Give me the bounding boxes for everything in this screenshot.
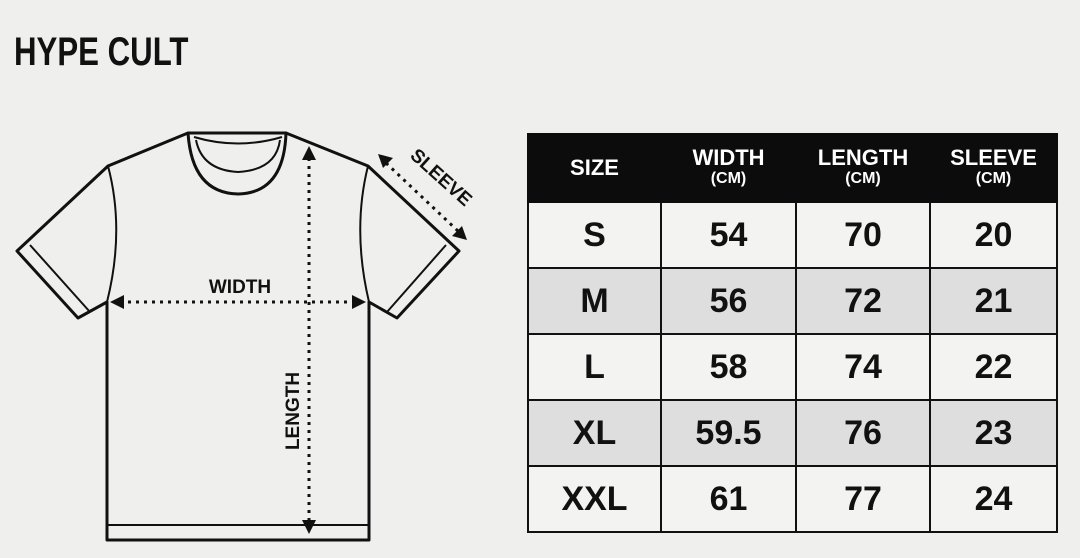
size-chart-table: SIZE WIDTH (CM) LENGTH (CM) SLEEVE (CM) S 54…: [527, 133, 1058, 533]
length-label: LENGTH: [283, 372, 304, 450]
table-row: M 56 72 21: [527, 267, 1058, 335]
length-cell: 77: [795, 465, 931, 533]
header-size: SIZE: [527, 133, 662, 203]
collar-rib: [193, 136, 283, 145]
sleeve-label: SLEEVE: [406, 145, 476, 211]
sleeve-cell: 24: [929, 465, 1058, 533]
left-armhole: [106, 165, 118, 303]
header-unit: (CM): [975, 170, 1012, 187]
tshirt-diagram: WIDTH LENGTH SLEEVE: [15, 131, 476, 542]
sleeve-cell: 21: [929, 267, 1058, 335]
length-cell: 74: [795, 333, 931, 401]
header-label: SLEEVE: [950, 145, 1037, 170]
header-unit: (CM): [710, 170, 747, 187]
header-length: LENGTH (CM): [795, 133, 931, 203]
arrow-left-icon: [110, 295, 124, 309]
header-label: SIZE: [570, 155, 619, 180]
right-armhole: [359, 165, 370, 303]
size-cell: S: [527, 201, 662, 269]
header-sleeve: SLEEVE (CM): [929, 133, 1058, 203]
width-cell: 61: [660, 465, 797, 533]
size-cell: XL: [527, 399, 662, 467]
size-cell: L: [527, 333, 662, 401]
left-cuff: [29, 244, 91, 313]
width-cell: 54: [660, 201, 797, 269]
table-row: S 54 70 20: [527, 201, 1058, 269]
table-row: XL 59.5 76 23: [527, 399, 1058, 467]
sleeve-cell: 22: [929, 333, 1058, 401]
width-cell: 58: [660, 333, 797, 401]
width-cell: 59.5: [660, 399, 797, 467]
collar: [186, 131, 288, 196]
header-label: LENGTH: [817, 145, 909, 170]
size-cell: M: [527, 267, 662, 335]
arrow-down-icon: [302, 520, 316, 534]
table-header-row: SIZE WIDTH (CM) LENGTH (CM) SLEEVE (CM): [527, 133, 1058, 203]
table-row: XXL 61 77 24: [527, 465, 1058, 533]
header-label: WIDTH: [692, 145, 765, 170]
width-cell: 56: [660, 267, 797, 335]
arrow-down-right-icon: [452, 226, 467, 240]
header-width: WIDTH (CM): [660, 133, 797, 203]
sleeve-measure-line: [384, 161, 461, 234]
header-unit: (CM): [845, 170, 881, 187]
length-cell: 72: [795, 267, 931, 335]
table-row: L 58 74 22: [527, 333, 1058, 401]
length-cell: 76: [795, 399, 931, 467]
sleeve-cell: 20: [929, 201, 1058, 269]
brand-logo: HYPE CULT: [14, 30, 189, 74]
tshirt-outline: [15, 131, 461, 542]
width-label: WIDTH: [209, 277, 271, 298]
sleeve-cell: 23: [929, 399, 1058, 467]
size-cell: XXL: [527, 465, 662, 533]
arrow-right-icon: [352, 295, 366, 309]
arrow-up-left-icon: [378, 154, 393, 168]
collar-inner: [195, 139, 281, 173]
arrow-up-icon: [302, 146, 316, 160]
length-cell: 70: [795, 201, 931, 269]
right-cuff: [386, 244, 447, 313]
